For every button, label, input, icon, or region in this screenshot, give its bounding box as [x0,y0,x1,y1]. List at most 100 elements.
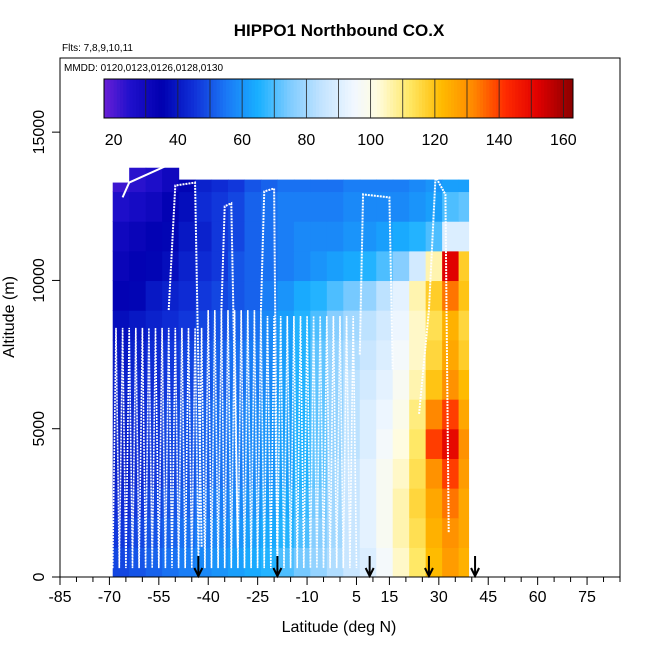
heatmap-cell [425,250,443,282]
colorbar-segment [566,79,571,118]
heatmap-cell [277,179,295,193]
colorbar-segment [104,79,108,118]
heatmap-cell [409,458,427,489]
colorbar-segment [450,79,455,118]
heatmap-cell [162,221,180,252]
flight-track [111,163,450,569]
heatmap-cell [376,517,394,548]
heatmap-cell [145,280,163,311]
heatmap-cell [458,280,470,311]
heatmap-cell [392,339,410,370]
colorbar-segment [534,79,539,118]
colorbar-segment [544,79,548,118]
colorbar-segment [402,79,407,118]
heatmap-cell [162,250,180,282]
heatmap-cell [244,179,262,193]
heatmap-cell [162,339,180,370]
colorbar-segment [528,79,532,118]
latitude-arrow-head [193,567,204,579]
colorbar-segment [213,79,217,118]
x-tick-label: 60 [529,589,547,606]
heatmap-cell [293,221,311,252]
colorbar-segment [222,79,227,118]
y-tick-label: 0 [31,572,48,581]
heatmap-cell [376,547,394,577]
heatmap-cell [442,310,460,341]
flight-profile-high [167,181,203,548]
heatmap-cell [112,458,130,489]
heatmap-cell [162,280,180,311]
colorbar-segment [412,79,417,118]
heatmap-cell [145,191,163,222]
heatmap-cell [228,399,246,430]
colorbar-segment [242,79,246,118]
colorbar-tick-label: 120 [422,132,449,149]
heatmap-cell [293,517,311,548]
heatmap-cell [211,179,229,193]
colorbar-segment [267,79,272,118]
heatmap-cell [425,458,443,489]
y-axis-label: Altitude (m) [1,276,18,358]
heatmap-cell [145,310,163,341]
colorbar-segment [386,79,391,118]
colorbar-segment [479,79,484,118]
heatmap-cell [343,221,361,252]
heatmap-cell [277,221,295,252]
colorbar-segment [168,79,172,118]
heatmap-cell [392,488,410,519]
heatmap-cell [310,547,328,577]
heatmap-cell [425,339,443,370]
colorbar-segment [389,79,394,118]
heatmap-cell [442,399,460,430]
heatmap-cell [326,179,344,193]
x-tick-label: 45 [479,589,497,606]
heatmap-cell [409,339,427,370]
colorbar-segment [409,79,413,118]
colorbar-segment [367,79,372,118]
heatmap-cell [326,547,344,577]
colorbar-segment [126,79,131,118]
colorbar-segment [476,79,481,118]
heatmap-cell [343,310,361,341]
colorbar-segment [287,79,291,118]
heatmap-cell [458,428,470,459]
heatmap-cell [244,250,262,282]
colorbar-segment [537,79,542,118]
heatmap-cell [376,191,394,222]
heatmap-cell [310,488,328,519]
heatmap-cell [359,280,377,311]
colorbar-segment [120,79,124,118]
x-tick-label: -70 [98,589,121,606]
heatmap-cell [129,547,147,577]
heatmap-cell [228,339,246,370]
heatmap-cell [244,310,262,341]
colorbar-segment [290,79,295,118]
heatmap-cell [442,250,460,282]
colorbar-segment [425,79,429,118]
colorbar-segment [351,79,356,118]
heatmap-cell [392,179,410,193]
colorbar-tick-label: 20 [105,132,123,149]
colorbar-segment [473,79,478,118]
colorbar-segment [364,79,368,118]
colorbar-segment [560,79,564,118]
colorbar-tick-label: 60 [233,132,251,149]
colorbar-segment [193,79,198,118]
colorbar-segment [380,79,384,118]
colorbar-segment [319,79,323,118]
colorbar-segment [296,79,301,118]
colorbar-segment [348,79,352,118]
heatmap-cell [425,399,443,430]
y-tick-label: 15000 [31,110,48,155]
heatmap-cell [178,280,196,311]
heatmap-cell [442,280,460,311]
colorbar-segment [511,79,516,118]
colorbar-segment [197,79,201,118]
heatmap-cell [228,179,246,193]
heatmap-cell [409,547,427,577]
heatmap-cell [376,369,394,400]
heatmap-cell [392,428,410,459]
colorbar-segment [309,79,314,118]
colorbar-segment [492,79,497,118]
heatmap-cell [293,250,311,282]
